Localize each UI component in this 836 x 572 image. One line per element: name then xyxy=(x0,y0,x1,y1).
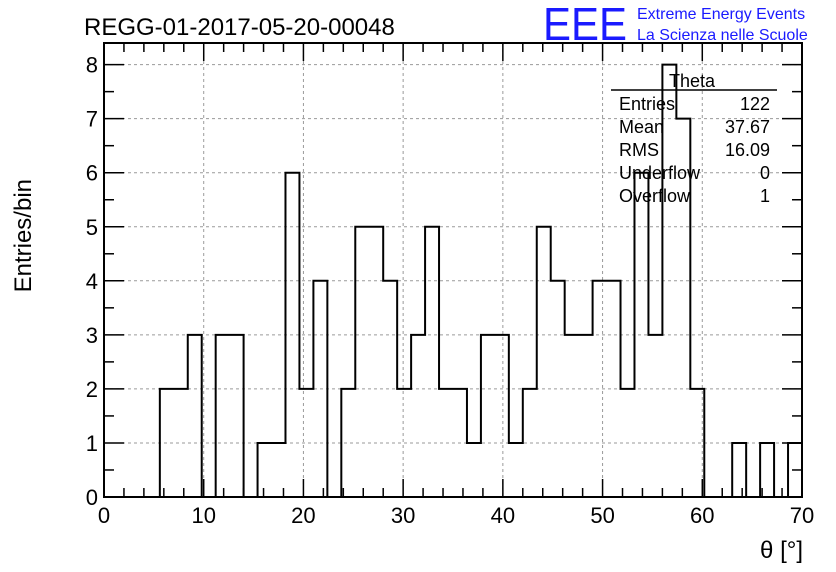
histogram-bin xyxy=(648,335,662,497)
histogram-bin xyxy=(383,281,397,497)
stats-box: Theta Entries 122 Mean 37.67 RMS 16.09 Underfl… xyxy=(611,71,777,206)
y-tick-label: 1 xyxy=(86,431,98,456)
histogram-bin xyxy=(537,227,551,497)
histogram-bin xyxy=(258,443,272,497)
histogram-bin xyxy=(355,227,369,497)
chart-title: REGG-01-2017-05-20-00048 xyxy=(84,14,395,41)
stats-title: Theta xyxy=(669,71,716,91)
y-tick-label: 5 xyxy=(86,215,98,240)
x-tick-label: 70 xyxy=(790,503,814,528)
histogram-outline xyxy=(104,63,802,498)
y-tick-label: 7 xyxy=(86,107,98,132)
stats-row-label: RMS xyxy=(619,140,659,160)
histogram-bin xyxy=(341,389,355,497)
stats-row-label: Mean xyxy=(619,117,664,137)
histogram-bin xyxy=(188,335,202,497)
histogram-bin xyxy=(299,389,313,497)
y-tick-labels: 0 1 2 3 4 5 6 7 8 xyxy=(86,53,98,510)
histogram-bin xyxy=(732,443,746,497)
y-tick-label: 8 xyxy=(86,53,98,78)
grid-lines xyxy=(104,43,802,497)
histogram-bin xyxy=(174,389,188,497)
y-tick-label: 3 xyxy=(86,323,98,348)
logo-line1: Extreme Energy Events xyxy=(637,6,805,23)
histogram-bin xyxy=(579,335,593,497)
logo-mark: EEE xyxy=(543,0,627,50)
stats-row-value: 16.09 xyxy=(725,140,770,160)
logo-line2: La Scienza nelle Scuole xyxy=(637,27,808,44)
y-tick-label: 6 xyxy=(86,161,98,186)
x-tick-label: 40 xyxy=(491,503,515,528)
stats-row-value: 1 xyxy=(760,186,770,206)
stats-row-value: 0 xyxy=(760,163,770,183)
x-tick-label: 60 xyxy=(690,503,714,528)
histogram-bin xyxy=(230,335,244,497)
stats-row-value: 122 xyxy=(740,94,770,114)
stats-row-label: Entries xyxy=(619,94,675,114)
x-tick-labels: 0 10 20 30 40 50 60 70 xyxy=(98,503,814,528)
x-tick-label: 50 xyxy=(590,503,614,528)
x-tick-label: 0 xyxy=(98,503,110,528)
y-tick-label: 2 xyxy=(86,377,98,402)
stats-row-value: 37.67 xyxy=(725,117,770,137)
histogram-bin xyxy=(481,335,495,497)
histogram-bin xyxy=(411,335,425,497)
histogram-bin xyxy=(425,227,439,497)
plot-frame xyxy=(103,42,803,498)
histogram-bin xyxy=(467,443,481,497)
histogram-bin xyxy=(565,335,579,497)
histogram-bin xyxy=(369,227,383,497)
stats-row-label: Overflow xyxy=(619,186,691,206)
x-tick-label: 10 xyxy=(191,503,215,528)
stats-row-label: Underflow xyxy=(619,163,701,183)
histogram-bin xyxy=(495,335,509,497)
histogram-bin xyxy=(216,335,230,497)
x-tick-label: 20 xyxy=(291,503,315,528)
x-tick-label: 30 xyxy=(391,503,415,528)
y-tick-label: 0 xyxy=(86,485,98,510)
axis-ticks xyxy=(103,43,803,498)
y-tick-label: 4 xyxy=(86,269,98,294)
eee-logo: EEE Extreme Energy Events La Scienza nel… xyxy=(543,0,808,50)
y-axis-label: Entries/bin xyxy=(10,179,37,292)
x-axis-label: θ [°] xyxy=(760,537,803,564)
histogram-bin xyxy=(509,443,523,497)
